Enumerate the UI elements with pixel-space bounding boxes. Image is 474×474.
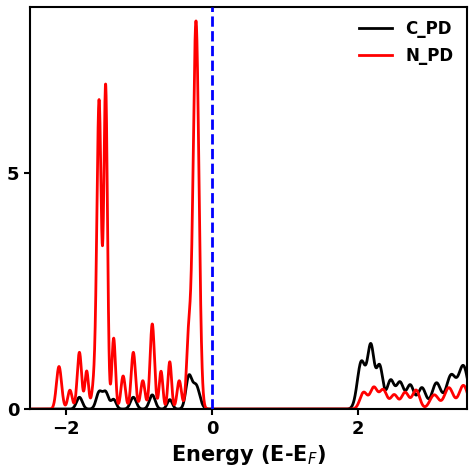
C_PD (456, 371, 462, 377)
C_PD (27, 406, 33, 412)
X-axis label: Energy (E-E$_F$): Energy (E-E$_F$) (171, 443, 326, 467)
C_PD (409, 383, 414, 389)
Line: N_PD: N_PD (30, 21, 467, 409)
N_PD (409, 394, 414, 400)
N_PD (214, 406, 219, 412)
Legend: C_PD, N_PD: C_PD, N_PD (354, 15, 459, 70)
Line: C_PD: C_PD (30, 343, 467, 409)
C_PD (464, 374, 470, 380)
C_PD (272, 406, 278, 412)
N_PD (77, 350, 82, 356)
N_PD (268, 406, 273, 412)
N_PD (193, 18, 199, 24)
C_PD (103, 388, 109, 394)
N_PD (195, 76, 201, 82)
N_PD (103, 81, 109, 87)
N_PD (27, 406, 33, 412)
C_PD (368, 340, 374, 346)
C_PD (77, 394, 82, 400)
C_PD (195, 384, 201, 390)
N_PD (464, 390, 470, 395)
N_PD (456, 391, 462, 397)
C_PD (214, 406, 219, 412)
